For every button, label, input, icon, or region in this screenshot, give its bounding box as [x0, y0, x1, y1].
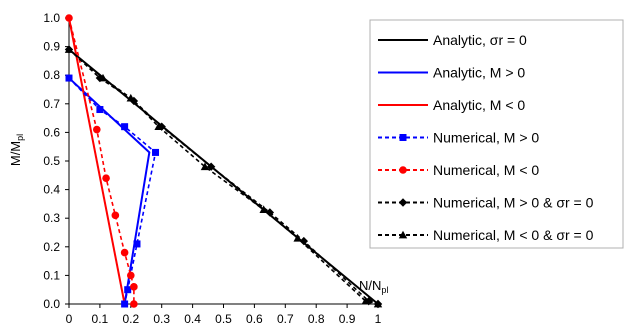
x-tick-label: 0.1: [92, 312, 109, 326]
x-tick-labels: 0 0.1 0.2 0.3 0.4 0.5 0.6 0.7 0.8 0.9 1: [66, 312, 382, 326]
y-tick-label: 0.5: [43, 154, 60, 168]
series-1: [68, 48, 379, 305]
data-point-circle: [65, 14, 73, 22]
legend-label: Analytic, M < 0: [433, 97, 525, 113]
data-point-triangle: [126, 93, 135, 102]
legend-label: Analytic, σr = 0: [433, 32, 527, 48]
y-tick-label: 0.0: [43, 297, 60, 311]
series-4: [65, 74, 160, 308]
data-point-circle: [93, 125, 101, 134]
data-point-square: [124, 286, 132, 294]
legend-label: Numerical, M > 0: [433, 130, 539, 146]
legend: Analytic, σr = 0 Analytic, M > 0 Analytic,…: [369, 19, 624, 249]
y-tick-label: 0.6: [43, 125, 60, 139]
data-point-circle: [130, 283, 138, 291]
x-tick-label: 0.7: [277, 312, 294, 326]
legend-box: [369, 19, 624, 249]
x-tick-label: 0: [66, 312, 73, 326]
x-tick-label: 0.8: [308, 312, 325, 326]
y-tick-label: 1.0: [43, 11, 60, 25]
y-tick-label: 0.9: [43, 40, 60, 54]
data-point-square: [152, 148, 160, 156]
data-point-circle: [127, 271, 135, 280]
data-point-diamond: [299, 236, 309, 246]
series-7: [64, 45, 383, 308]
data-point-square: [121, 123, 129, 131]
x-tick-label: 0.9: [339, 312, 356, 326]
y-axis-label-subscript: pl: [15, 134, 25, 141]
data-point-square: [96, 106, 104, 114]
data-point-square: [133, 240, 141, 248]
data-point-circle: [102, 174, 110, 182]
series-line: [68, 48, 379, 305]
data-point-triangle: [98, 73, 108, 82]
legend-marker-triangle: [398, 230, 408, 239]
x-tick-label: 1: [375, 312, 382, 326]
legend-entry-6: Numerical, M > 0 & σr = 0: [378, 195, 594, 211]
series-line: [68, 77, 151, 305]
legend-label: Analytic, M > 0: [433, 65, 525, 81]
data-point-triangle: [361, 296, 370, 305]
data-point-square: [121, 300, 129, 308]
data-point-triangle: [373, 299, 383, 308]
legend-marker-circle: [399, 166, 407, 174]
legend-label: Numerical, M < 0: [433, 162, 539, 178]
y-tick-label: 0.2: [43, 240, 60, 254]
y-tick-label: 0.3: [43, 211, 60, 225]
legend-label: Numerical, M > 0 & σr = 0: [433, 195, 594, 211]
data-point-triangle: [259, 205, 268, 213]
series-line: [68, 48, 379, 305]
series-2: [68, 77, 151, 305]
y-tick-label: 0.8: [43, 68, 60, 82]
legend-entry-4: Numerical, M > 0: [378, 130, 539, 146]
x-axis-label-subscript: pl: [381, 285, 388, 295]
series-line: [68, 17, 126, 305]
data-point-circle: [120, 248, 129, 257]
data-point-triangle: [64, 45, 74, 53]
legend-entry-7: Numerical, M < 0 & σr = 0: [378, 227, 594, 243]
series-3: [68, 17, 126, 305]
x-tick-label: 0.5: [215, 312, 232, 326]
data-point-circle: [130, 300, 138, 308]
legend-label: Numerical, M < 0 & σr = 0: [433, 227, 594, 243]
y-tick-label: 0.1: [43, 268, 60, 282]
legend-entry-3: Analytic, M < 0: [378, 97, 525, 113]
data-point-diamond: [265, 208, 275, 217]
y-axis-label: M/Mpl: [8, 134, 25, 166]
x-tick-label: 0.6: [246, 312, 263, 326]
series-5: [65, 14, 138, 308]
x-tick-label: 0.2: [122, 312, 139, 326]
x-tick-label: 0.3: [153, 312, 170, 326]
y-tick-label: 0.7: [43, 97, 60, 111]
y-tick-labels: 0.0 0.1 0.2 0.3 0.4 0.5 0.6 0.7 0.8 0.9 1.0: [43, 11, 60, 311]
legend-entry-2: Analytic, M > 0: [378, 65, 525, 81]
legend-marker-diamond: [398, 198, 408, 207]
data-point-triangle: [154, 122, 163, 131]
y-tick-label: 0.4: [43, 183, 60, 197]
legend-entry-1: Analytic, σr = 0: [378, 32, 527, 48]
x-axis-label: N/Npl: [359, 278, 388, 295]
x-tick-label: 0.4: [184, 312, 201, 326]
data-point-triangle: [200, 162, 210, 171]
legend-entry-5: Numerical, M < 0: [378, 162, 539, 178]
plot-area: [64, 14, 383, 309]
data-point-square: [65, 74, 73, 82]
series-line: [68, 17, 135, 304]
data-point-circle: [111, 211, 120, 220]
legend-marker-square: [399, 134, 407, 141]
data-point-triangle: [293, 234, 302, 242]
